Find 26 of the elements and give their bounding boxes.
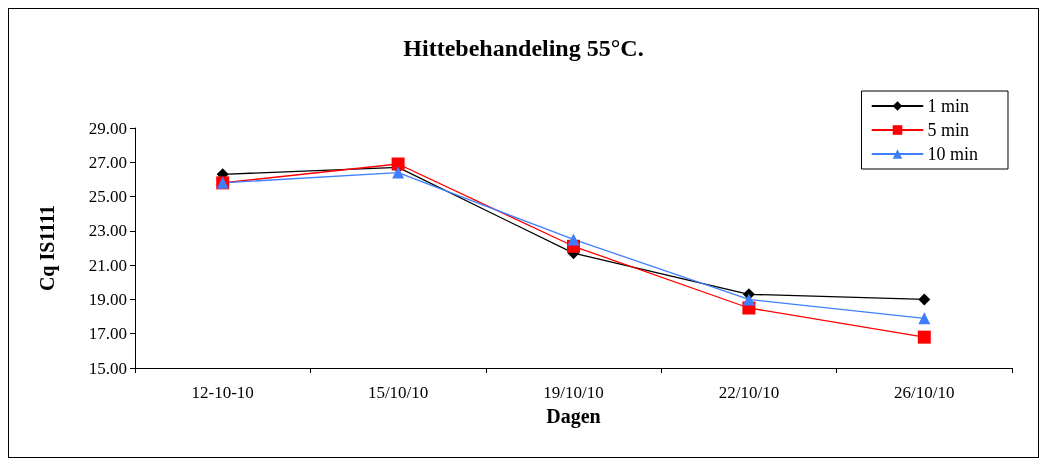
chart-title: Hittebehandeling 55°C. (403, 35, 644, 61)
legend-label: 1 min (927, 96, 970, 116)
y-tick-label: 15.00 (88, 358, 127, 378)
legend-label: 5 min (927, 120, 970, 140)
x-axis-title: Dagen (546, 404, 601, 428)
point (567, 233, 580, 246)
point (392, 166, 405, 179)
x-tick-label: 26/10/10 (894, 383, 955, 402)
x-tick-label: 15/10/10 (367, 383, 429, 402)
y-tick-label: 29.00 (88, 118, 127, 138)
point (391, 157, 405, 171)
y-tick-label: 25.00 (88, 187, 127, 207)
y-tick-label: 27.00 (88, 152, 127, 172)
point (918, 293, 931, 306)
y-tick-label: 23.00 (88, 221, 127, 241)
legend-label: 10 min (927, 144, 979, 164)
y-axis-title: Cq IS1111 (36, 204, 59, 292)
y-tick-label: 19.00 (88, 289, 127, 309)
point (918, 312, 931, 325)
x-tick-label: 19/10/10 (543, 383, 604, 402)
point (917, 330, 931, 344)
y-tick-label: 17.00 (88, 324, 127, 344)
x-tick-label: 22/10/10 (718, 383, 780, 402)
point (742, 293, 755, 306)
y-tick-label: 21.00 (88, 255, 127, 275)
x-tick-label: 12-10-10 (191, 383, 254, 402)
